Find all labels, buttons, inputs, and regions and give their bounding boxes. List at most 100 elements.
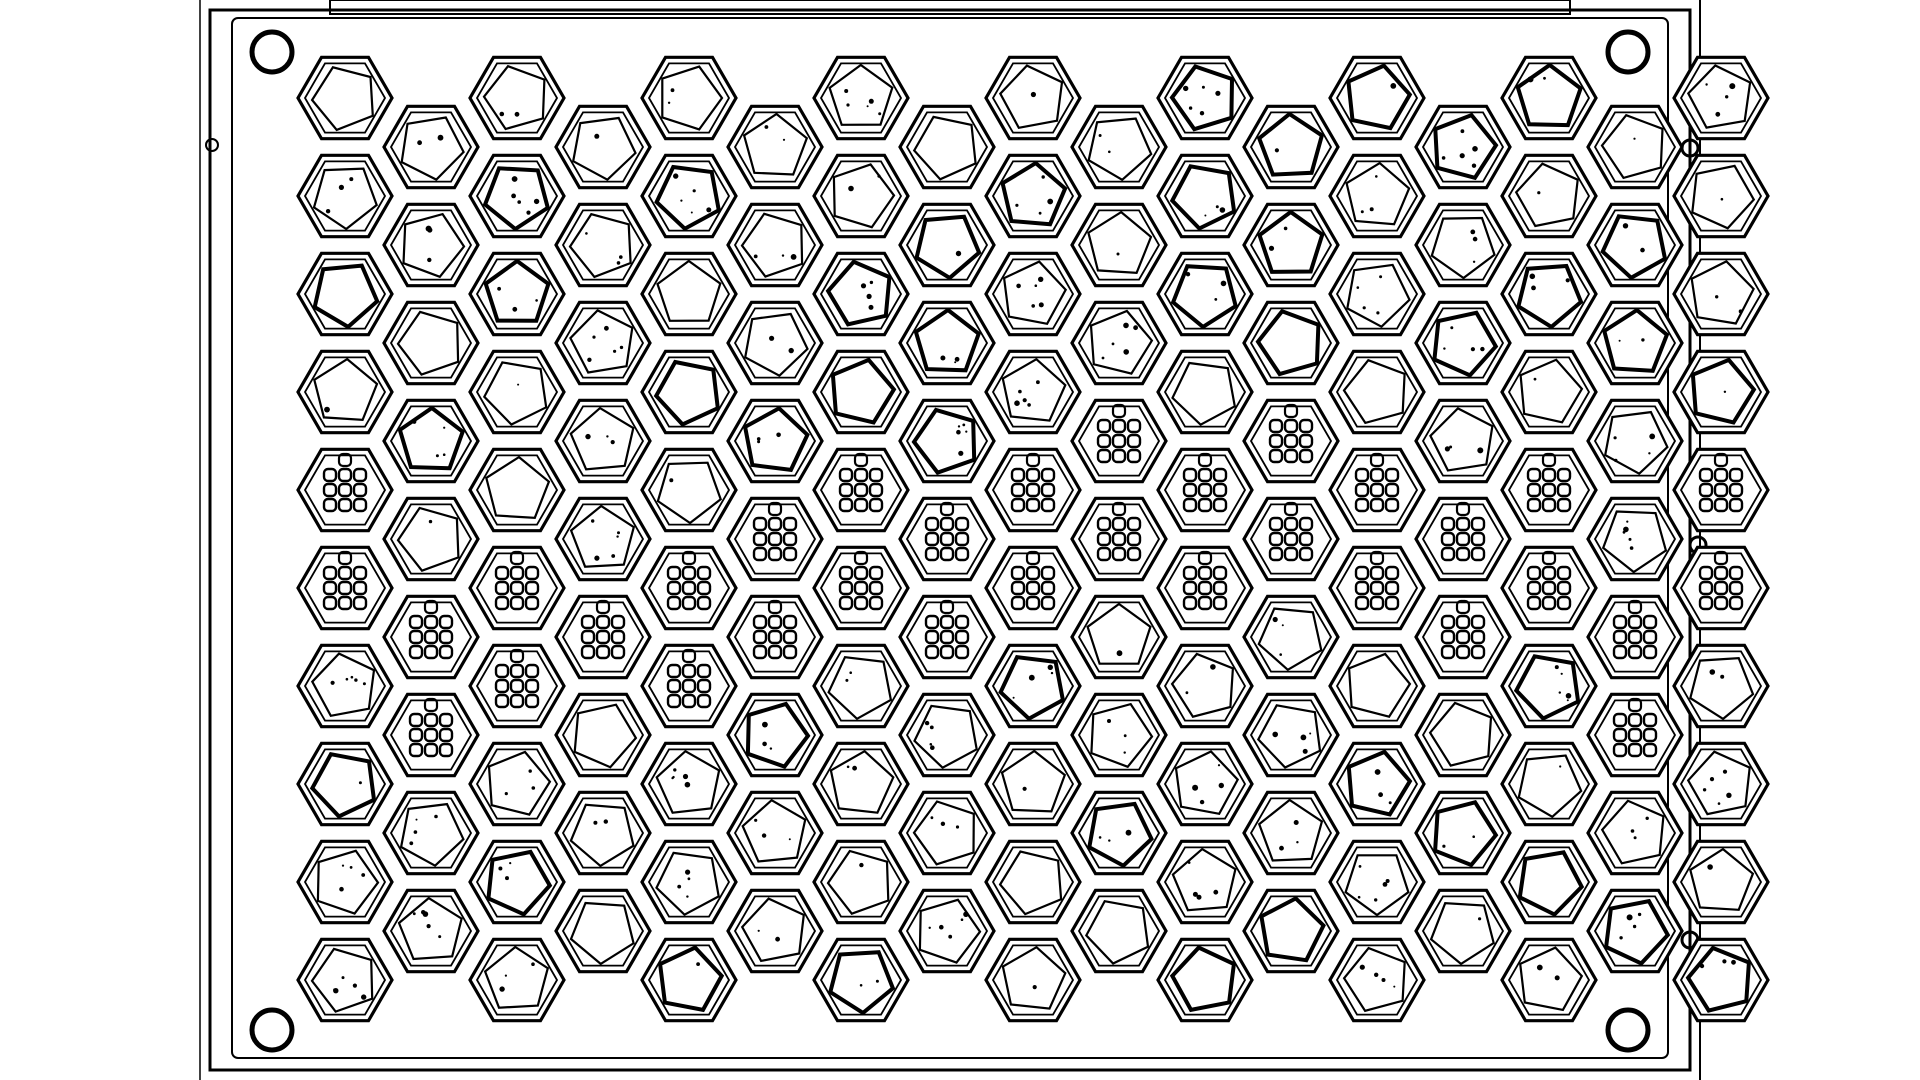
rod-bundle-element [1369, 595, 1385, 611]
rod-bundle-element [524, 595, 540, 611]
rod-bundle-element [1541, 467, 1557, 483]
hex-cell-outer-wall [640, 643, 738, 729]
hex-cell [1242, 790, 1340, 876]
hex-cell-inner-wall [389, 405, 473, 477]
speckle [514, 111, 520, 117]
hex-cell-inner-wall [389, 797, 473, 869]
hex-cell [1242, 300, 1340, 386]
rod-bundle-element [1384, 565, 1400, 581]
speckle [1038, 211, 1042, 215]
speckle [1027, 403, 1031, 407]
rod-bundle-element [595, 614, 611, 630]
hex-cell [640, 349, 738, 435]
speckle [845, 678, 849, 682]
hex-cell [1156, 447, 1254, 533]
hex-cell [984, 251, 1082, 337]
rod-bundle-element [1010, 497, 1026, 513]
rod-bundle-element [423, 629, 439, 645]
hex-cell-inner-wall [1249, 405, 1333, 477]
hex-cell [640, 839, 738, 925]
rod-bundle-element [752, 644, 768, 660]
rod-bundle-element [1369, 452, 1385, 468]
pentagon-insert [913, 704, 978, 770]
speckle [764, 125, 769, 129]
rod-bundle-element [767, 501, 783, 517]
speckle [1527, 76, 1534, 83]
speckle [362, 682, 366, 686]
hex-cell-outer-wall [726, 496, 824, 582]
pentagon-insert [482, 64, 546, 131]
speckle [1213, 889, 1219, 895]
rod-bundle-element [1612, 629, 1628, 645]
hex-cell-inner-wall [1679, 258, 1763, 330]
pentagon-insert [313, 357, 379, 422]
hex-cell-outer-wall [984, 545, 1082, 631]
speckle [1443, 347, 1446, 350]
rod-bundle-element [868, 497, 884, 513]
rod-bundle-element [438, 742, 454, 758]
rod-bundle-element [1111, 448, 1127, 464]
speckle [696, 962, 700, 966]
hex-cell-outer-wall [1414, 496, 1512, 582]
pentagon-insert [1170, 264, 1238, 330]
rod-bundle-element [1455, 501, 1471, 517]
speckle [1123, 734, 1127, 738]
rod-bundle-element [1384, 467, 1400, 483]
speckle [1480, 346, 1485, 352]
rod-bundle-element [509, 550, 525, 566]
rod-bundle-element [1556, 467, 1572, 483]
speckle [499, 111, 505, 117]
hex-cell [1672, 643, 1770, 729]
hex-cell-inner-wall [733, 699, 817, 771]
speckle [1362, 306, 1366, 310]
rod-bundle-element [423, 712, 439, 728]
rod-bundle-element [868, 565, 884, 581]
hex-cell [898, 496, 996, 582]
hex-cell-inner-wall [1421, 895, 1505, 967]
rod-bundle-element [1298, 448, 1314, 464]
speckle [1472, 146, 1478, 152]
hex-cell [984, 643, 1082, 729]
rod-bundle-element [1440, 516, 1456, 532]
rod-bundle-element [1268, 418, 1284, 434]
speckle [670, 88, 675, 93]
rod-bundle-element [838, 595, 854, 611]
speckle [958, 450, 964, 456]
rod-bundle-element [322, 580, 338, 596]
speckle [339, 886, 344, 892]
hex-cell [382, 692, 480, 778]
pentagon-insert [1002, 260, 1068, 326]
hex-cell [468, 55, 566, 141]
hex-cell [1500, 741, 1598, 827]
hex-cell-inner-wall [1421, 797, 1505, 869]
rod-bundle-element [352, 482, 368, 498]
rod-bundle-element [1182, 497, 1198, 513]
hex-cell [1328, 545, 1426, 631]
pentagon-insert [485, 455, 551, 519]
pentagon-insert [1257, 209, 1325, 274]
rod-bundle-element [1025, 452, 1041, 468]
hex-cell-outer-wall [296, 545, 394, 631]
speckle [852, 765, 857, 771]
pentagon-insert [912, 800, 975, 866]
hex-cell-inner-wall [1679, 552, 1763, 624]
speckle [361, 994, 367, 1000]
speckle [706, 207, 712, 213]
hex-cell [1328, 937, 1426, 1023]
speckle [1717, 802, 1721, 805]
rod-bundle-element [1455, 629, 1471, 645]
speckle [940, 355, 946, 361]
hex-cell-inner-wall [561, 797, 645, 869]
hex-cell-inner-wall [561, 699, 645, 771]
hex-cell-inner-wall [991, 846, 1075, 918]
hex-cell-inner-wall [1593, 209, 1677, 281]
hex-cell-inner-wall [647, 454, 731, 526]
speckle [963, 911, 969, 917]
hex-cell [640, 153, 738, 239]
pentagon-insert [312, 263, 380, 330]
rod-bundle-element [438, 614, 454, 630]
hex-cell [1242, 692, 1340, 778]
rod-bundle-element [1698, 565, 1714, 581]
rod-bundle-element [767, 599, 783, 615]
hex-cell [1156, 55, 1254, 141]
